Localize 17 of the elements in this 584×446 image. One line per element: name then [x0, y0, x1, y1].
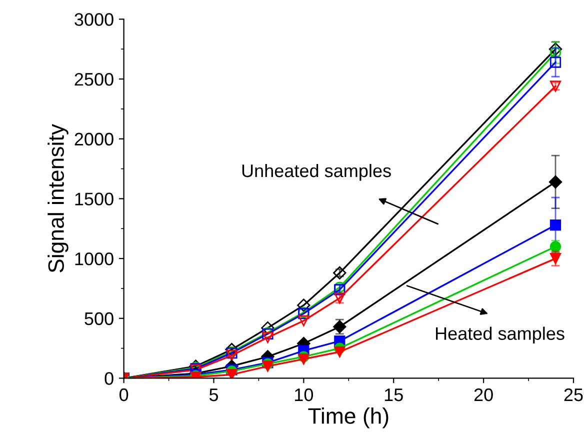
y-tick-label: 500 [84, 312, 114, 326]
y-tick-label: 1000 [75, 252, 114, 266]
x-tick-label: 25 [564, 388, 583, 402]
y-axis-title: Signal intensity [48, 124, 68, 272]
x-tick-label: 10 [295, 388, 314, 402]
annotation: Heated samples [436, 326, 564, 344]
x-axis-title: Time (h) [308, 408, 388, 428]
x-tick-label: 20 [474, 388, 493, 402]
annotation: Unheated samples [242, 164, 391, 181]
y-tick-label: 1500 [75, 192, 114, 206]
x-tick-label: 15 [384, 388, 403, 402]
y-tick-label: 0 [104, 372, 114, 385]
y-tick-label: 2500 [74, 72, 114, 86]
y-tick-label: 3000 [74, 13, 114, 26]
x-tick-label: 0 [119, 388, 128, 402]
y-tick-label: 2000 [74, 132, 114, 146]
x-tick-label: 5 [209, 388, 218, 402]
